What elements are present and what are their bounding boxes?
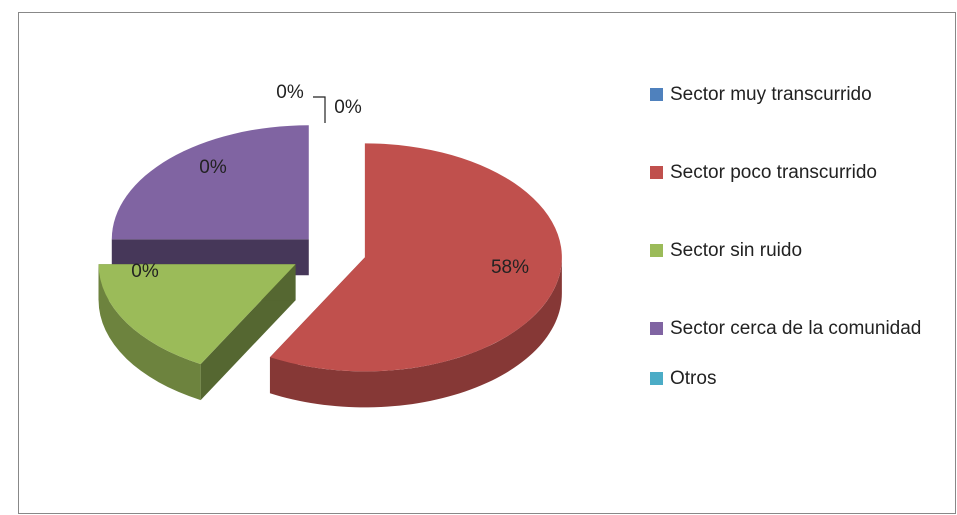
legend-item: Sector muy transcurrido (650, 80, 945, 110)
legend-label: Sector muy transcurrido (670, 84, 872, 105)
legend-swatch (650, 88, 663, 101)
slice-top (111, 125, 309, 240)
legend-item: Sector cerca de la comunidad (650, 314, 945, 344)
data-label: 0% (276, 82, 304, 103)
legend-swatch (650, 322, 663, 335)
legend-label: Sector poco transcurrido (670, 162, 877, 183)
legend-swatch (650, 372, 663, 385)
legend-swatch (650, 166, 663, 179)
slice-top (98, 264, 296, 365)
data-label: 0% (334, 97, 362, 118)
legend-label: Otros (670, 368, 717, 389)
legend-item: Sector poco transcurrido (650, 158, 945, 188)
leader-line (313, 96, 326, 123)
slice-wall (98, 264, 201, 401)
data-label: 58% (491, 257, 529, 278)
legend-label: Sector cerca de la comunidad (670, 318, 922, 339)
legend: Sector muy transcurrido Sector poco trans… (650, 80, 950, 442)
slice-top (269, 143, 562, 372)
data-label: 0% (131, 261, 159, 282)
legend-item: Otros (650, 364, 945, 394)
pie (98, 125, 562, 408)
slice (98, 264, 296, 401)
legend-label: Sector sin ruido (670, 240, 803, 261)
data-label: 0% (199, 157, 227, 178)
slice-wall (269, 257, 562, 408)
slice (269, 143, 562, 408)
legend-item: Sector sin ruido (650, 236, 945, 266)
legend-swatch (650, 244, 663, 257)
